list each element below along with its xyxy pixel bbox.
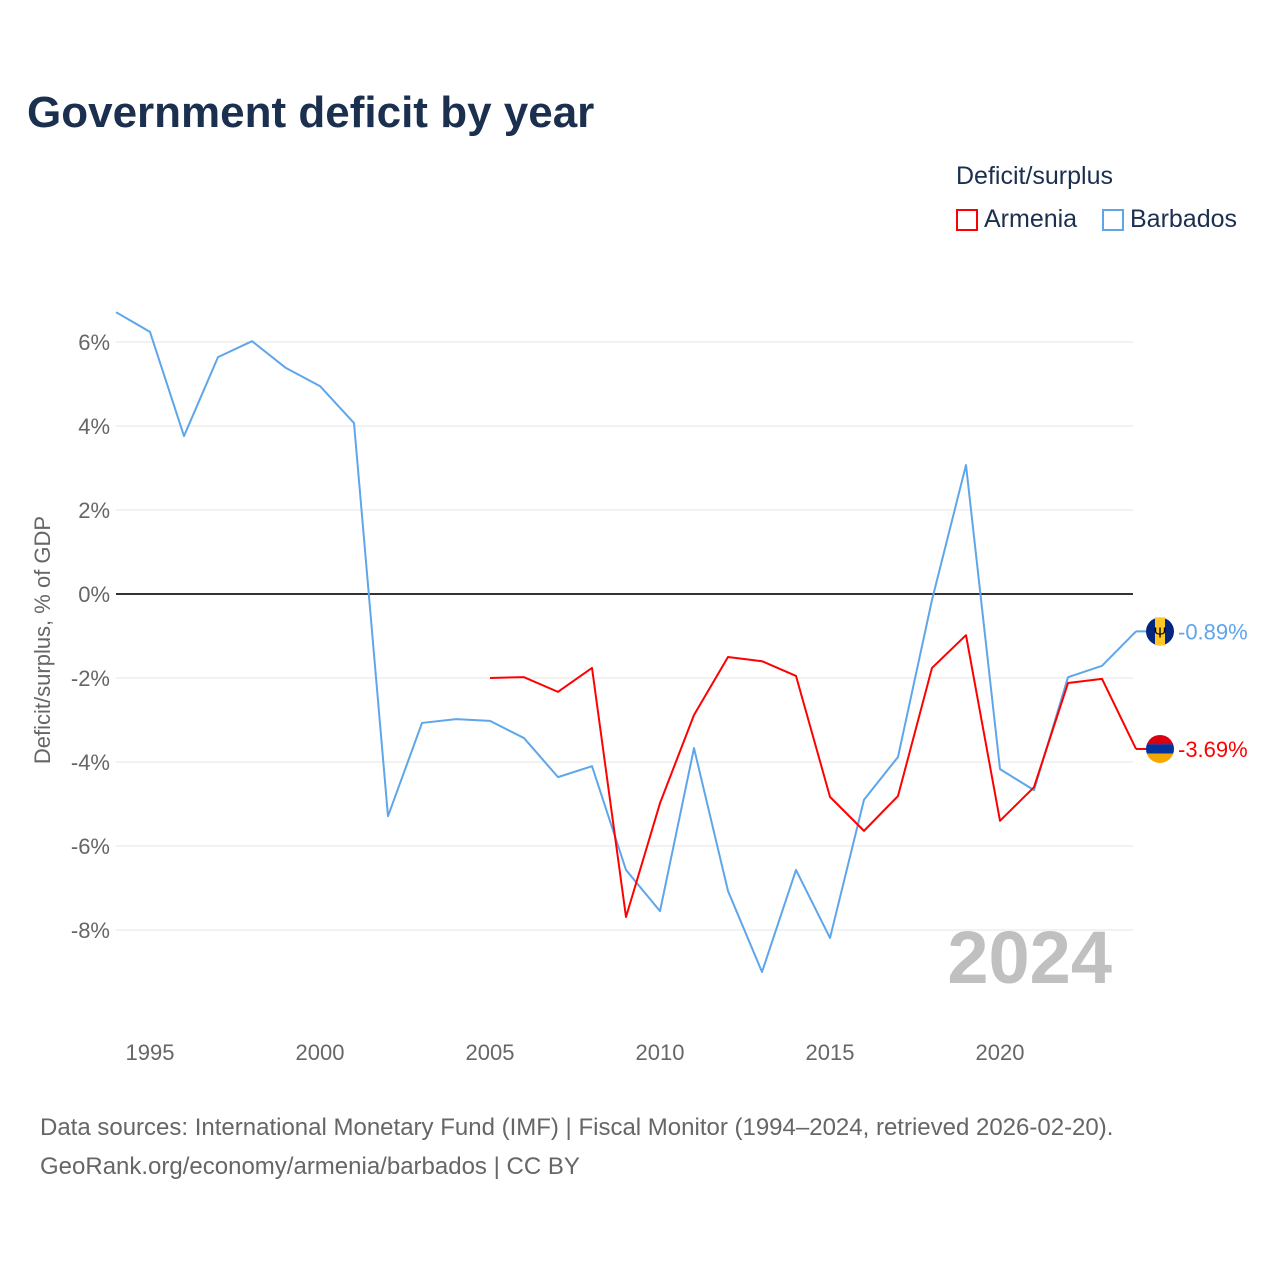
source-line-1: Data sources: International Monetary Fun…: [40, 1114, 1114, 1141]
x-tick-label: 2000: [296, 1040, 345, 1065]
armenia-flag-icon: [1146, 734, 1174, 745]
y-tick-label: -8%: [71, 918, 110, 943]
series-line-barbados: [115, 311, 1137, 973]
legend-item-armenia[interactable]: Armenia: [956, 205, 1077, 234]
x-tick-label: 2010: [636, 1040, 685, 1065]
x-tick-label: 2020: [976, 1040, 1025, 1065]
legend-swatch-barbados: [1102, 208, 1124, 231]
end-value-label: -3.69%: [1178, 737, 1248, 762]
y-tick-label: 4%: [78, 414, 110, 439]
series-line-armenia: [489, 634, 1137, 918]
legend-swatch-armenia: [956, 208, 978, 231]
y-tick-label: -6%: [71, 834, 110, 859]
legend-title: Deficit/surplus: [956, 162, 1113, 190]
armenia-flag-icon: [1146, 744, 1174, 754]
x-tick-label: 2005: [466, 1040, 515, 1065]
y-tick-label: 2%: [78, 498, 110, 523]
legend-item-barbados[interactable]: Barbados: [1102, 205, 1237, 234]
y-tick-label: 6%: [78, 330, 110, 355]
y-axis-label: Deficit/surplus, % of GDP: [30, 516, 55, 764]
barbados-flag-stripe: [1155, 617, 1165, 646]
x-tick-label: 1995: [126, 1040, 175, 1065]
chart-title: Government deficit by year: [27, 88, 595, 137]
y-tick-label: -4%: [71, 750, 110, 775]
armenia-flag-icon: [1146, 753, 1174, 763]
source-note: Data sources: International Monetary Fun…: [40, 1108, 1113, 1186]
trident-icon: Ψ: [1154, 624, 1167, 641]
year-watermark: 2024: [947, 916, 1112, 999]
legend-label: Barbados: [1130, 205, 1238, 233]
y-tick-label: 0%: [78, 582, 110, 607]
x-tick-label: 2015: [806, 1040, 855, 1065]
source-line-2: GeoRank.org/economy/armenia/barbados | C…: [40, 1153, 580, 1180]
end-value-label: -0.89%: [1178, 619, 1248, 644]
legend-label: Armenia: [984, 205, 1078, 233]
y-tick-label: -2%: [71, 666, 110, 691]
